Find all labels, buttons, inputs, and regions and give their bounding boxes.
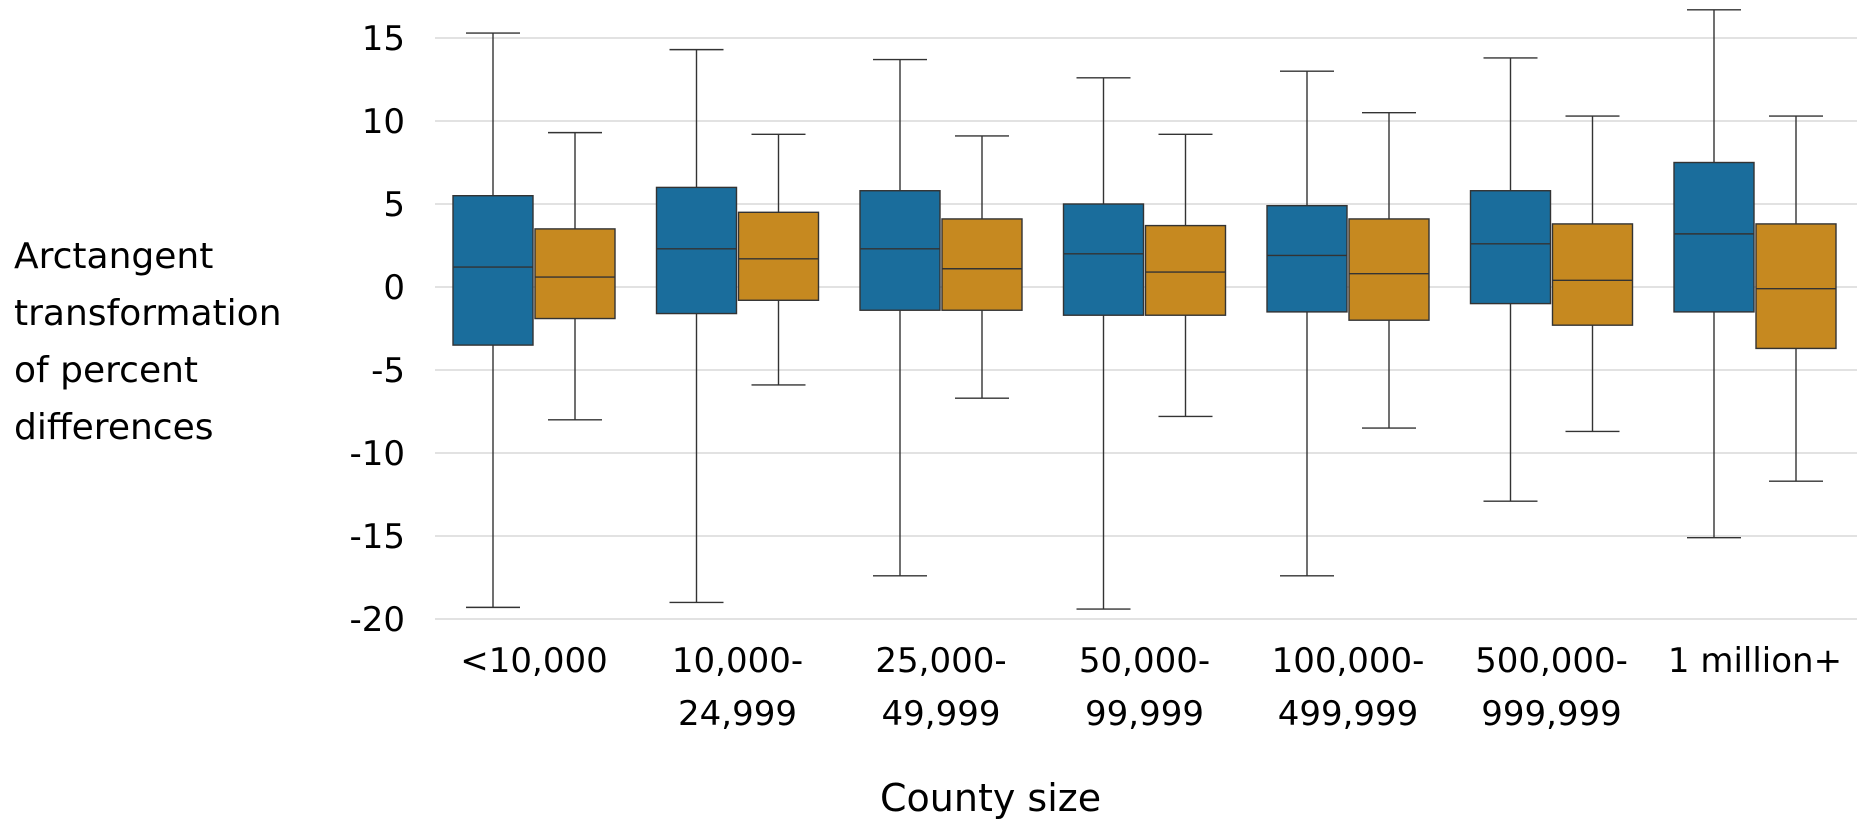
x-tick-label: 50,000- (1079, 641, 1210, 681)
y-tick-label: 0 (383, 268, 405, 308)
box (1469, 190, 1552, 305)
x-tick-label: 1 million+ (1668, 641, 1842, 681)
box (859, 190, 941, 311)
box (1348, 218, 1430, 321)
y-tick-label: 15 (362, 19, 405, 59)
x-tick-label: 10,000- (672, 641, 803, 681)
x-tick-label: <10,000 (460, 641, 607, 681)
box (655, 186, 738, 315)
y-axis-label: Arctangent transformation of percent dif… (14, 236, 282, 448)
box (941, 218, 1023, 311)
box (1144, 224, 1227, 316)
x-tick-label: 500,000- (1475, 641, 1628, 681)
box (737, 211, 820, 301)
x-tick-label: 499,999 (1278, 694, 1419, 734)
y-tick-label: -5 (371, 351, 405, 391)
x-tick-label: 99,999 (1085, 694, 1204, 734)
box (1062, 203, 1145, 316)
y-tick-label: 10 (362, 102, 405, 142)
y-tick-label: -15 (349, 517, 405, 557)
box (534, 228, 616, 320)
y-tick-label: -10 (349, 434, 405, 474)
x-tick-label: 100,000- (1272, 641, 1425, 681)
box (1673, 161, 1755, 313)
x-tick-label: 25,000- (875, 641, 1006, 681)
box (1755, 223, 1837, 350)
x-tick-label: 24,999 (678, 694, 797, 734)
box (1551, 223, 1634, 326)
box (1266, 204, 1348, 313)
x-tick-label: 49,999 (882, 694, 1001, 734)
box (452, 194, 534, 346)
x-tick-label: 999,999 (1481, 694, 1622, 734)
y-tick-label: 5 (383, 185, 405, 225)
y-tick-label: -20 (349, 600, 405, 640)
x-axis-label: County size (880, 776, 1102, 820)
